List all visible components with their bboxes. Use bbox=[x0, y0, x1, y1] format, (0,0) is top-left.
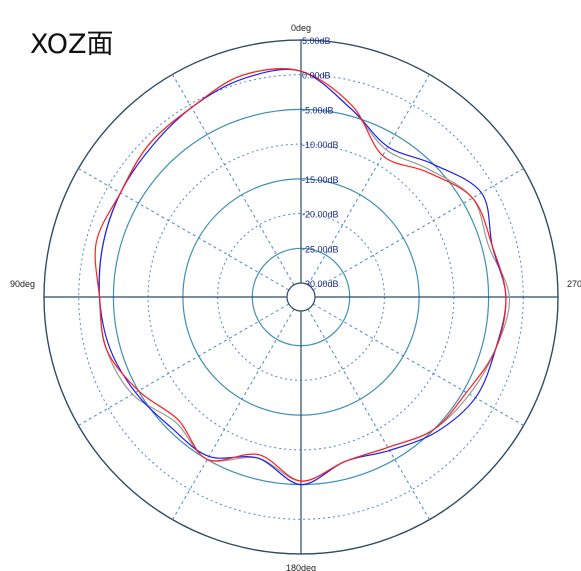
angle-spokes bbox=[44, 40, 558, 554]
grid-spoke bbox=[307, 74, 430, 286]
center-hole bbox=[286, 282, 316, 312]
grid-spoke bbox=[78, 303, 290, 426]
ring-tick-label: -30.00dB bbox=[302, 279, 339, 289]
ring-tick-label: -25.00dB bbox=[302, 244, 339, 254]
ring-tick-label: -20.00dB bbox=[302, 210, 339, 220]
angle-label: 0deg bbox=[291, 23, 311, 33]
series-line-2 bbox=[98, 68, 507, 486]
grid-spoke bbox=[78, 168, 290, 291]
angle-labels: 0deg 90deg 180deg 270deg bbox=[10, 23, 581, 571]
grid-spoke bbox=[307, 308, 430, 520]
grid-spoke bbox=[172, 74, 295, 286]
ring-tick-label: -15.00dB bbox=[302, 175, 339, 185]
series-layer bbox=[94, 67, 511, 486]
grid-spoke bbox=[172, 308, 295, 520]
grid-spoke bbox=[312, 168, 524, 291]
series-line-1 bbox=[94, 68, 507, 482]
chart-title: XOZ面 bbox=[30, 29, 114, 60]
ring-tick-label: 5.00dB bbox=[302, 36, 331, 46]
angle-label: 270deg bbox=[567, 279, 581, 289]
angle-label: 90deg bbox=[10, 279, 35, 289]
grid-spoke bbox=[312, 303, 524, 426]
radial-tick-labels: 5.00dB 0.00dB -5.00dB -10.00dB -15.00dB -20.0… bbox=[302, 36, 339, 289]
angle-label: 180deg bbox=[286, 563, 316, 571]
ring-tick-label: 0.00dB bbox=[302, 71, 331, 81]
ring-tick-label: -5.00dB bbox=[302, 105, 334, 115]
ring-tick-label: -10.00dB bbox=[302, 140, 339, 150]
